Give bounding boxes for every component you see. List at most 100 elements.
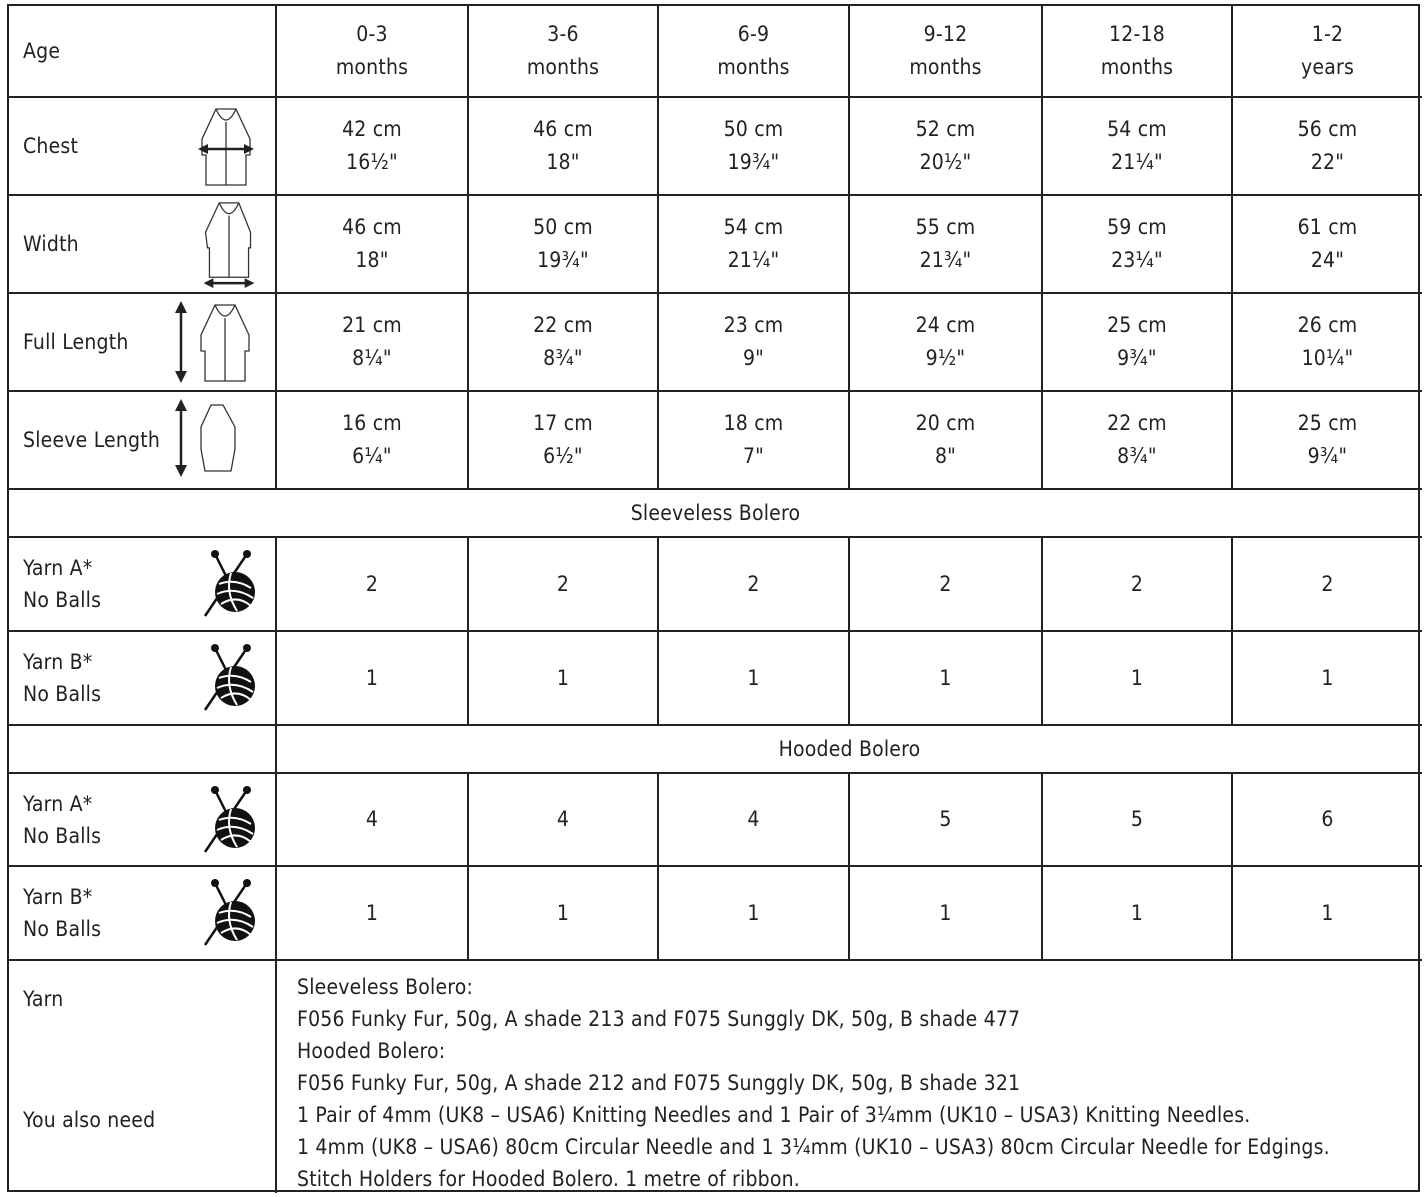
ball-count: 1 bbox=[939, 665, 952, 690]
yarn-label: Yarn bbox=[23, 987, 64, 1011]
ball-count: 2 bbox=[556, 571, 570, 596]
measurement-cell: 24 cm 9½" bbox=[850, 294, 1043, 392]
measurement-cell: 25 cm 9¾" bbox=[1043, 294, 1233, 392]
yarn-name: Yarn B* bbox=[23, 885, 93, 909]
value-line: 18" bbox=[546, 150, 580, 174]
row-label: Chest bbox=[23, 133, 79, 158]
footer-labels: Yarn You also need bbox=[9, 961, 277, 1193]
value-line: 18 cm bbox=[723, 411, 784, 435]
ball-count: 6 bbox=[1321, 807, 1334, 831]
measurement-cell: 23 cm 9" bbox=[659, 294, 850, 392]
ball-count: 1 bbox=[556, 900, 570, 925]
ball-count-cell: 1 bbox=[469, 867, 659, 961]
ball-count-cell: 1 bbox=[850, 867, 1043, 961]
ball-count: 1 bbox=[1130, 900, 1144, 925]
cell-text: 21 cm 8¼" bbox=[342, 309, 402, 375]
measurement-cell: 16 cm 6¼" bbox=[277, 392, 469, 490]
value-line: 42 cm bbox=[342, 117, 402, 141]
cell-text: 26 cm 10¼" bbox=[1298, 309, 1358, 375]
ball-count-cell: 2 bbox=[659, 538, 850, 632]
value-line: 21¼" bbox=[727, 248, 780, 272]
yarn-ball-needles-icon bbox=[201, 784, 261, 856]
cell-text: 23 cm 9" bbox=[724, 309, 784, 375]
ball-count: 1 bbox=[747, 900, 760, 925]
age-header: Age bbox=[9, 6, 277, 98]
measurement-cell: 26 cm 10¼" bbox=[1233, 294, 1422, 392]
value-line: 18" bbox=[355, 248, 389, 272]
measurement-cell: 21 cm 8¼" bbox=[277, 294, 469, 392]
cell-text: 1-2 years bbox=[1301, 18, 1354, 84]
ball-count: 1 bbox=[939, 900, 952, 925]
value-line: months bbox=[717, 55, 790, 79]
ball-count: 1 bbox=[747, 665, 760, 690]
ball-count-cell: 2 bbox=[1233, 538, 1422, 632]
yarn-label-text: Yarn B* No Balls bbox=[23, 881, 101, 945]
value-line: 61 cm bbox=[1297, 215, 1358, 239]
value-line: 26 cm bbox=[1297, 313, 1358, 337]
value-line: 9" bbox=[742, 346, 765, 370]
footer-line: 1 4mm (UK8 – USA6) 80cm Circular Needle … bbox=[297, 1135, 1330, 1159]
measurement-cell: 18 cm 7" bbox=[659, 392, 850, 490]
yarn-name: Yarn B* bbox=[23, 650, 93, 674]
value-line: 17 cm bbox=[533, 411, 593, 435]
cell-text: 9-12 months bbox=[909, 18, 981, 84]
cell-text: 54 cm 21¼" bbox=[724, 211, 784, 277]
section-title: Sleeveless Bolero bbox=[9, 490, 1422, 538]
cell-text: 24 cm 9½" bbox=[916, 309, 976, 375]
measurement-cell: 22 cm 8¾" bbox=[469, 294, 659, 392]
measurement-cell: 61 cm 24" bbox=[1233, 196, 1422, 294]
value-line: 6-9 bbox=[737, 22, 770, 46]
value-line: 24" bbox=[1310, 248, 1345, 272]
no-balls-label: No Balls bbox=[23, 682, 102, 706]
value-line: 8¾" bbox=[1117, 444, 1157, 468]
also-need-label: You also need bbox=[23, 1108, 156, 1132]
cell-text: 46 cm 18" bbox=[533, 113, 593, 179]
value-line: 19¾" bbox=[727, 150, 780, 174]
ball-count: 4 bbox=[747, 807, 760, 831]
value-line: 50 cm bbox=[533, 215, 593, 239]
cell-text: 25 cm 9¾" bbox=[1298, 407, 1358, 473]
ball-count-cell: 4 bbox=[277, 774, 469, 867]
value-line: 8¾" bbox=[543, 346, 583, 370]
value-line: months bbox=[909, 55, 982, 79]
value-line: months bbox=[1100, 55, 1174, 79]
yarn-ball-needles-icon bbox=[201, 642, 261, 714]
value-line: 1-2 bbox=[1311, 22, 1344, 46]
width-measurement-icon bbox=[197, 199, 261, 289]
value-line: 6¼" bbox=[352, 444, 392, 468]
no-balls-label: No Balls bbox=[23, 917, 102, 941]
ball-count: 2 bbox=[939, 571, 952, 596]
measurement-label-width: Width bbox=[9, 196, 277, 294]
cell-text: 22 cm 8¾" bbox=[1107, 407, 1167, 473]
value-line: 8" bbox=[934, 444, 957, 468]
cell-text: 3-6 months bbox=[527, 18, 599, 84]
size-header-3-6: 3-6 months bbox=[469, 6, 659, 98]
value-line: 56 cm bbox=[1297, 117, 1358, 141]
section-title: Hooded Bolero bbox=[277, 726, 1422, 774]
ball-count-cell: 1 bbox=[1233, 867, 1422, 961]
ball-count-cell: 4 bbox=[469, 774, 659, 867]
size-header-0-3: 0-3 months bbox=[277, 6, 469, 98]
ball-count: 1 bbox=[556, 665, 570, 690]
value-line: years bbox=[1301, 55, 1354, 79]
measurement-cell: 20 cm 8" bbox=[850, 392, 1043, 490]
measurement-cell: 25 cm 9¾" bbox=[1233, 392, 1422, 490]
ball-count: 1 bbox=[1321, 900, 1334, 925]
value-line: 54 cm bbox=[1107, 117, 1167, 141]
measurement-cell: 42 cm 16½" bbox=[277, 98, 469, 196]
measurement-cell: 56 cm 22" bbox=[1233, 98, 1422, 196]
row-label: Full Length bbox=[23, 329, 129, 354]
measurement-label-full-length: Full Length bbox=[9, 294, 277, 392]
ball-count: 4 bbox=[556, 807, 570, 831]
ball-count: 1 bbox=[365, 900, 379, 925]
age-label: Age bbox=[23, 38, 61, 63]
value-line: 55 cm bbox=[915, 215, 976, 239]
yarn-row-label: Yarn B* No Balls bbox=[9, 632, 277, 726]
yarn-row-label: Yarn A* No Balls bbox=[9, 538, 277, 632]
value-line: 12-18 bbox=[1109, 22, 1165, 46]
ball-count-cell: 2 bbox=[850, 538, 1043, 632]
size-header-9-12: 9-12 months bbox=[850, 6, 1043, 98]
value-line: 50 cm bbox=[723, 117, 784, 141]
value-line: 59 cm bbox=[1107, 215, 1167, 239]
row-label: Width bbox=[23, 231, 79, 256]
